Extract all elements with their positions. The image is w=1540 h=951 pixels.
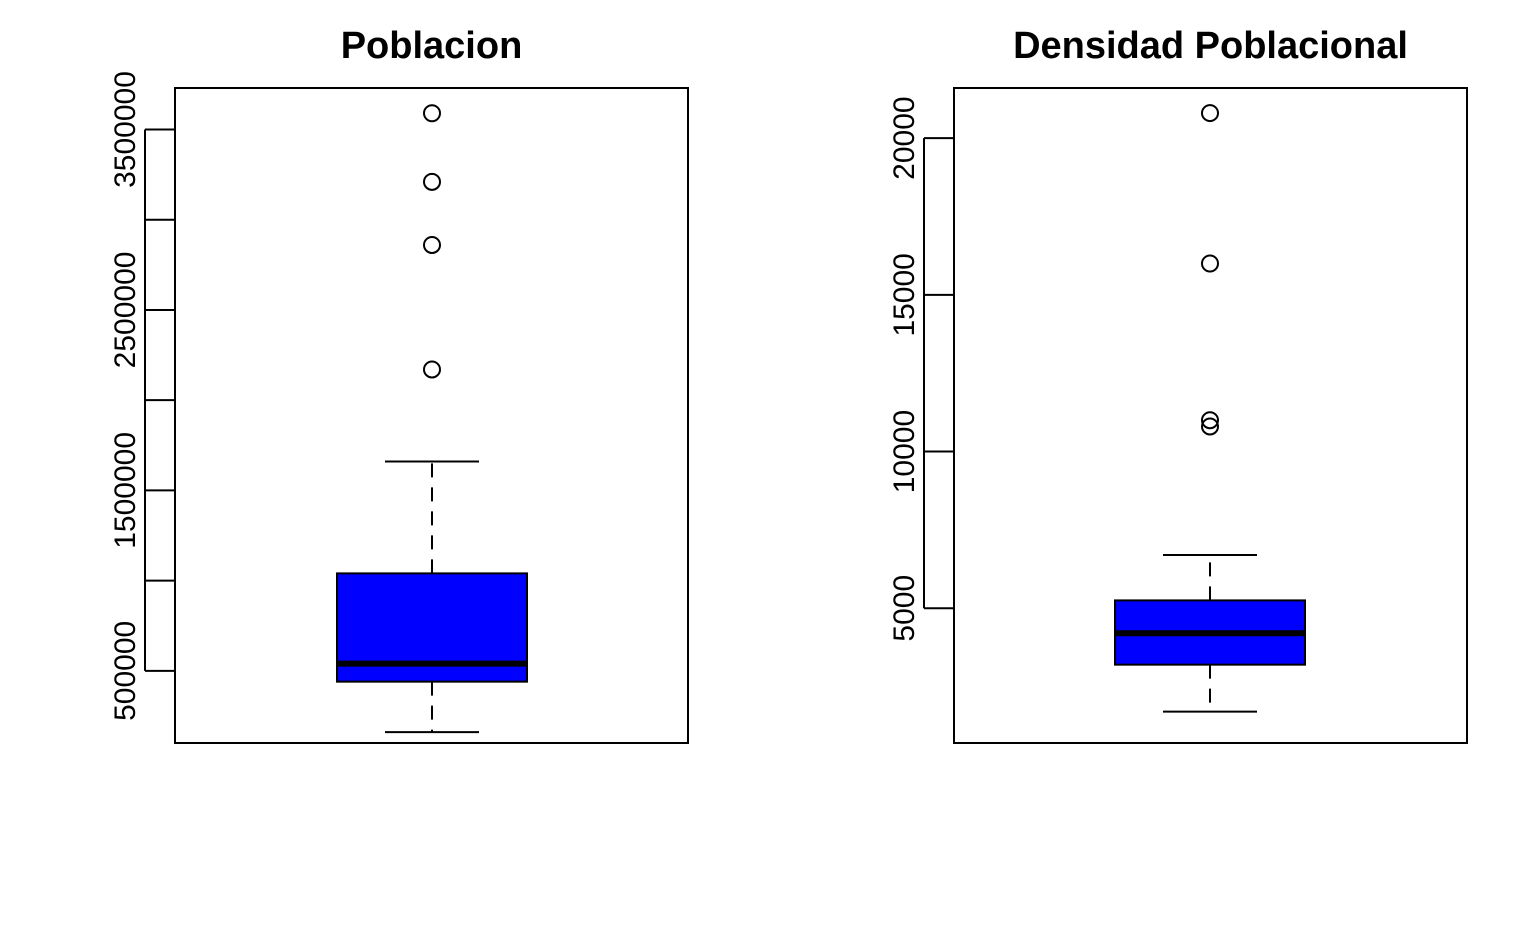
y-tick-label: 20000	[888, 96, 921, 179]
outlier-point	[1201, 254, 1219, 273]
y-tick-label: 500000	[109, 621, 142, 721]
y-tick-label: 15000	[888, 253, 921, 336]
outlier-point	[1201, 104, 1219, 123]
chart-title: Poblacion	[341, 25, 523, 67]
outlier-point	[423, 360, 441, 379]
plot-frame	[174, 87, 689, 744]
y-tick-label: 1500000	[109, 432, 142, 549]
outlier-point	[423, 235, 441, 254]
outlier-point	[1201, 417, 1219, 436]
outlier-point	[423, 104, 441, 123]
y-tick-label: 3500000	[109, 71, 142, 188]
y-tick-label: 2500000	[109, 252, 142, 369]
outlier-point	[423, 172, 441, 191]
chart-title: Densidad Poblacional	[1013, 25, 1408, 67]
outlier-point	[1201, 411, 1219, 430]
plot-frame	[953, 87, 1468, 744]
y-tick-label: 5000	[888, 575, 921, 642]
y-tick-label: 10000	[888, 410, 921, 493]
poblacion-panel: Poblacion 500000 1500000 2500000 3500000	[109, 25, 689, 744]
densidad-panel: Densidad Poblacional 5000 10000 15000 20000	[888, 25, 1468, 744]
